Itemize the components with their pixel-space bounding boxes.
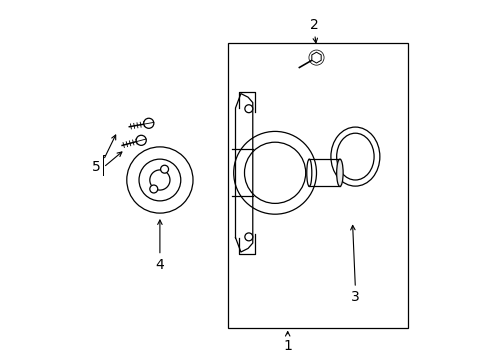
- Text: 1: 1: [283, 339, 291, 352]
- Bar: [228, 43, 407, 328]
- Circle shape: [160, 165, 168, 173]
- Circle shape: [149, 185, 158, 193]
- Circle shape: [244, 105, 252, 113]
- Text: 5: 5: [92, 161, 101, 174]
- Circle shape: [143, 118, 154, 128]
- Ellipse shape: [306, 159, 311, 186]
- Circle shape: [136, 135, 146, 145]
- Text: 4: 4: [155, 258, 164, 271]
- Text: 2: 2: [310, 18, 319, 32]
- Circle shape: [244, 233, 252, 241]
- Text: 3: 3: [350, 290, 359, 304]
- Polygon shape: [311, 52, 321, 63]
- Ellipse shape: [336, 159, 343, 186]
